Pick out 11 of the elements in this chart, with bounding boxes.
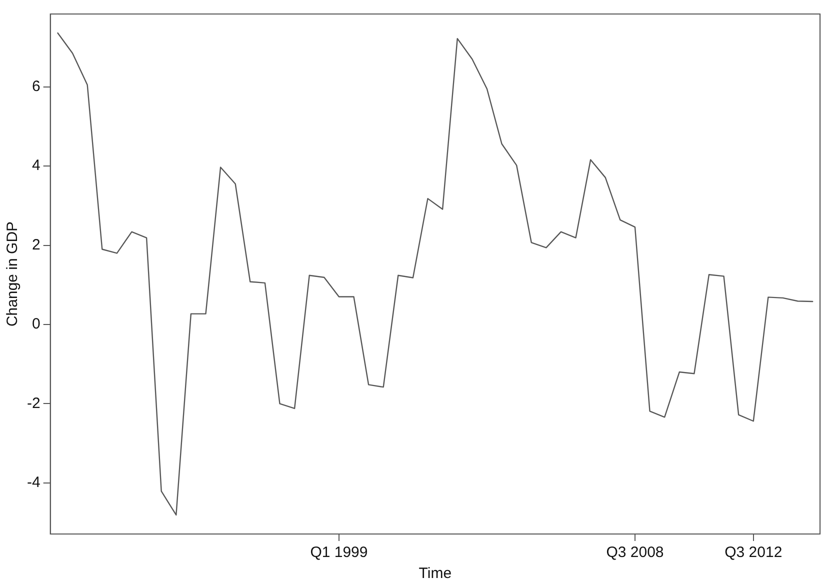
y-axis-title: Change in GDP	[4, 221, 22, 327]
y-tick-label: -4	[26, 474, 40, 492]
y-tick-label: -2	[26, 394, 40, 412]
x-axis-title: Time	[418, 565, 452, 582]
x-tick-label: Q1 1999	[310, 544, 368, 562]
x-tick-label: Q3 2008	[606, 544, 664, 562]
y-tick-label: 0	[32, 316, 40, 333]
y-tick-label: 6	[32, 78, 40, 96]
y-tick-label: 2	[32, 236, 40, 254]
y-tick-label: 4	[32, 157, 40, 174]
x-tick-label: Q3 2012	[724, 544, 782, 562]
